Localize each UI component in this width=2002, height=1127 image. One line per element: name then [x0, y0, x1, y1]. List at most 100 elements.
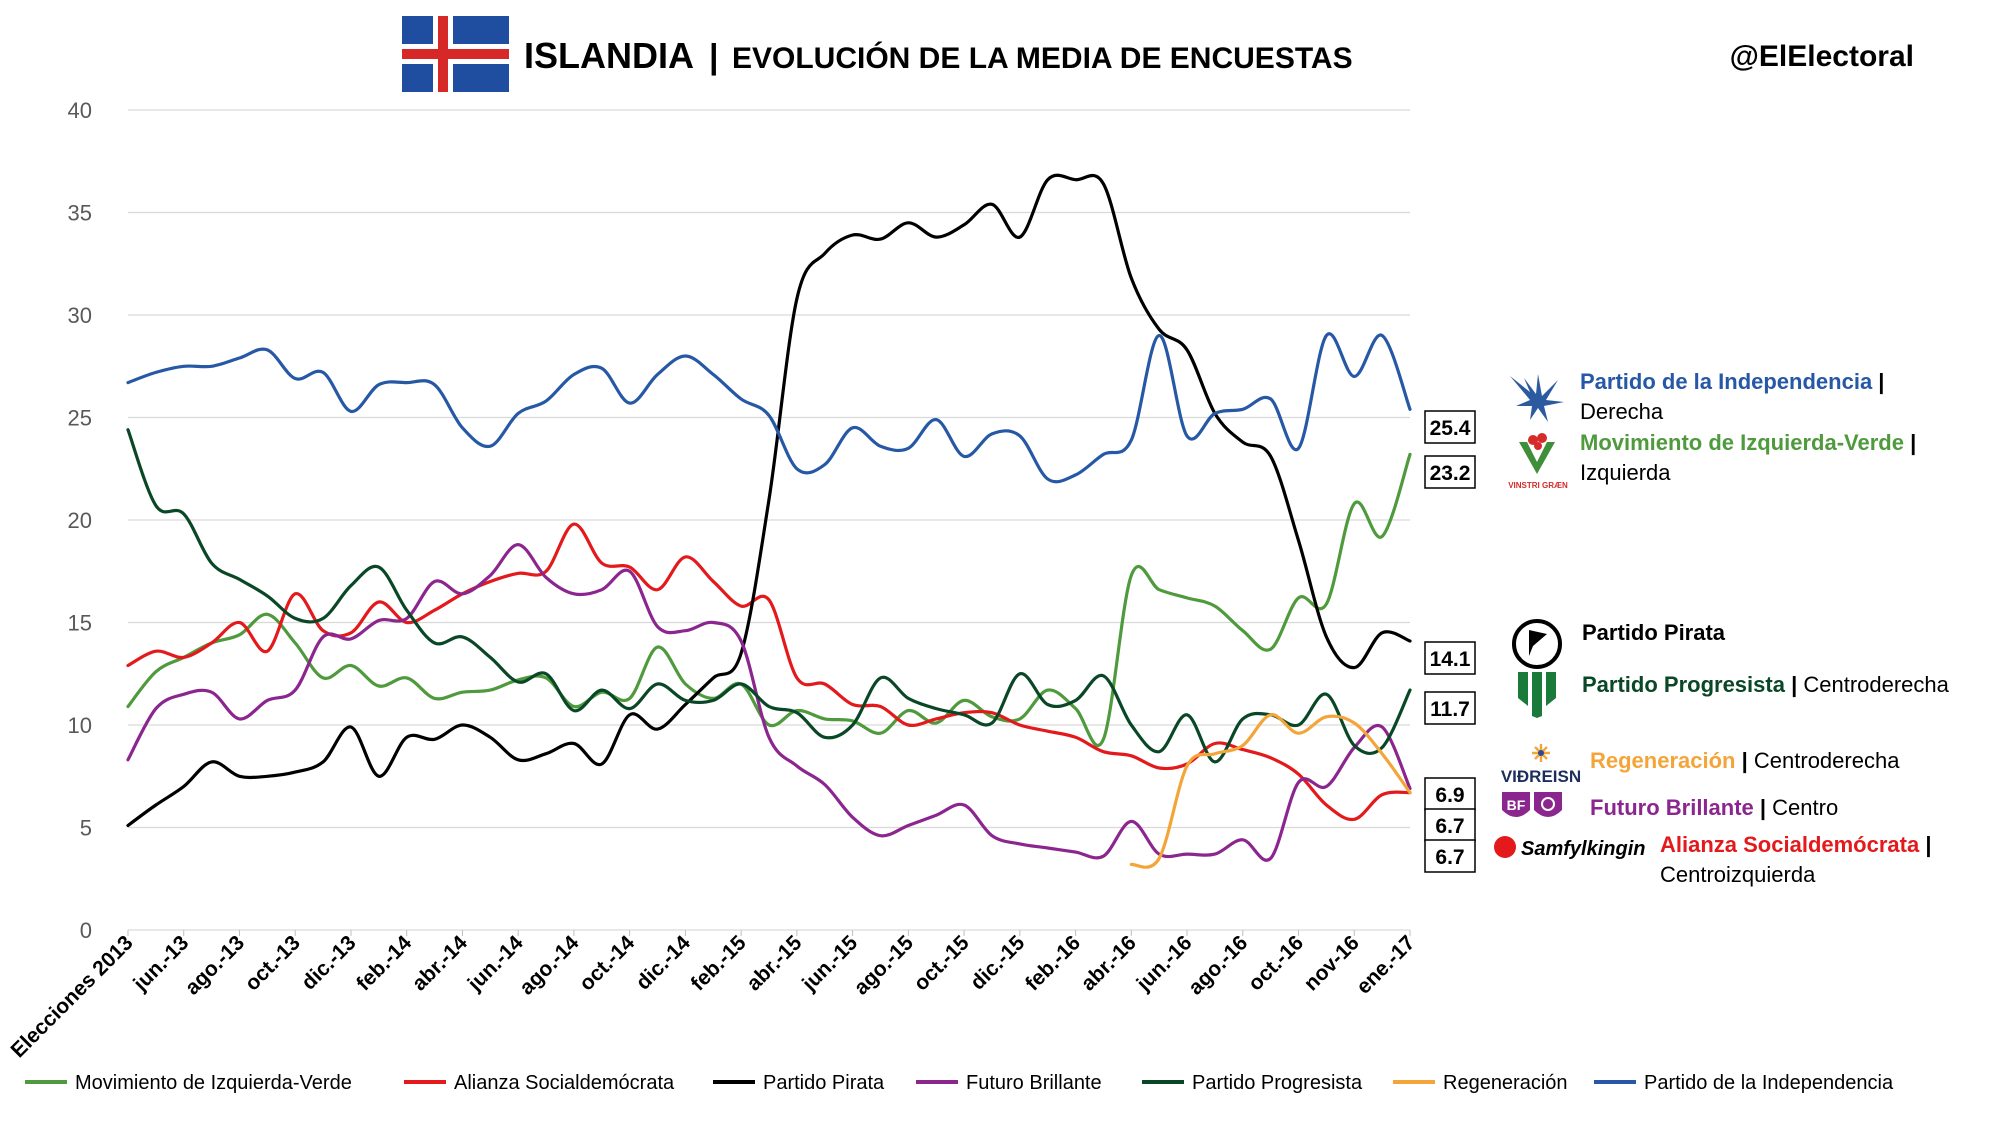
x-tick-label: ago.-15 [850, 931, 918, 999]
end-label-box [1424, 410, 1476, 444]
party-label: Movimiento de Izquierda-Verde | Izquierd… [1580, 428, 1940, 488]
title-rest: EVOLUCIÓN DE LA MEDIA DE ENCUESTAS [732, 41, 1353, 75]
end-label-box [1424, 455, 1476, 489]
party-name: Partido Progresista [1582, 672, 1785, 697]
y-axis: 0 5 10 15 20 25 30 35 40 [68, 98, 92, 943]
legend-label: Partido de la Independencia [1644, 1072, 1894, 1094]
x-tick-label: oct.-14 [575, 931, 639, 995]
x-tick-label: oct.-13 [241, 931, 305, 995]
party-separator: | [1753, 795, 1773, 820]
end-label-box [1424, 641, 1476, 675]
y-tick-label: 15 [68, 611, 92, 636]
x-tick-label: dic.-13 [297, 931, 360, 994]
series-line-0 [126, 452, 1412, 748]
end-label-box [1424, 839, 1476, 873]
end-label-value: 6.9 [1435, 784, 1464, 807]
falcon-icon [1508, 372, 1566, 429]
x-tick-label: oct.-15 [909, 931, 973, 995]
x-tick-label: ago.-16 [1184, 931, 1252, 999]
gridlines [128, 109, 1410, 931]
party-name: Partido Pirata [1582, 620, 1726, 645]
end-label-value: 6.7 [1435, 815, 1464, 838]
x-tick-label: feb.-15 [687, 931, 751, 995]
y-tick-label: 40 [68, 98, 92, 123]
x-tick-label: ene.-17 [1352, 931, 1419, 998]
series-line-4 [126, 428, 1412, 764]
bright-future-icon: BF [1500, 790, 1566, 829]
party-name: Alianza Socialdemócrata [1660, 832, 1920, 857]
y-tick-label: 5 [80, 816, 92, 841]
y-tick-label: 25 [68, 406, 92, 431]
y-tick-label: 0 [80, 918, 92, 943]
x-tick-label: feb.-16 [1021, 931, 1085, 995]
party-separator: | [1872, 369, 1885, 394]
svg-text:VIÐREISN: VIÐREISN [1501, 767, 1581, 786]
party-orientation: Derecha [1580, 399, 1664, 424]
legend-label: Movimiento de Izquierda-Verde [75, 1072, 352, 1094]
title-separator: | [709, 38, 719, 76]
party-name: Futuro Brillante [1590, 795, 1754, 820]
end-label-value: 6.7 [1435, 846, 1464, 869]
end-label-box [1424, 691, 1476, 725]
x-tick-label: ago.-14 [515, 931, 583, 999]
y-tick-label: 20 [68, 508, 92, 533]
samfylkingin-icon: Samfylkingin [1493, 833, 1653, 872]
end-label-value: 14.1 [1430, 648, 1471, 671]
y-tick-label: 10 [68, 713, 92, 738]
party-separator: | [1903, 430, 1917, 455]
party-orientation: Centro [1772, 795, 1839, 820]
series-line-6 [126, 332, 1412, 484]
party-orientation: Izquierda [1580, 460, 1671, 485]
x-tick-label: dic.-14 [632, 931, 696, 995]
x-axis: Elecciones 2013jun.-13ago.-13oct.-13dic.… [7, 930, 1420, 1062]
series-line-3 [126, 542, 1412, 862]
legend-label: Alianza Socialdemócrata [454, 1072, 675, 1094]
x-tick-label: abr.-16 [1077, 931, 1141, 995]
legend-label: Partido Pirata [763, 1072, 885, 1094]
x-tick-label: feb.-14 [352, 931, 416, 995]
party-name: Regeneración [1590, 748, 1736, 773]
y-tick-label: 30 [68, 303, 92, 328]
iceland-flag-icon [402, 16, 509, 92]
x-tick-label: Elecciones 2013 [7, 931, 138, 1062]
series-line-5 [1129, 713, 1412, 869]
party-name: Partido de la Independencia [1580, 369, 1873, 394]
end-labels: 25.4 23.2 14.1 11.7 6.9 6.7 6.7 [1424, 410, 1476, 873]
end-label-value: 25.4 [1430, 417, 1471, 440]
series-line-1 [126, 522, 1412, 822]
end-label-box [1424, 808, 1476, 842]
pirate-flag-icon [1511, 618, 1563, 675]
x-tick-label: abr.-15 [742, 931, 806, 995]
title-country: ISLANDIA [524, 35, 694, 76]
series-lines [126, 173, 1412, 869]
x-tick-label: abr.-14 [408, 931, 472, 995]
x-tick-label: dic.-15 [966, 931, 1030, 995]
series-line-2 [126, 173, 1412, 828]
end-label-value: 11.7 [1430, 698, 1470, 721]
y-tick-label: 35 [68, 201, 92, 226]
party-orientation: Centroderecha [1753, 748, 1900, 773]
vidreisn-icon: VIÐREISN [1496, 742, 1586, 793]
svg-text:Samfylkingin: Samfylkingin [1521, 838, 1645, 860]
party-label: Partido Progresista | Centroderecha [1582, 670, 2002, 700]
party-name: Movimiento de Izquierda-Verde [1580, 430, 1904, 455]
party-label: Regeneración | Centroderecha [1590, 746, 2002, 776]
vinstri-graen-icon: VINSTRI GRÆN [1505, 432, 1571, 497]
party-orientation: Centroderecha [1803, 672, 1949, 697]
party-label: Partido Pirata [1582, 618, 1982, 648]
legend-label: Regeneración [1443, 1072, 1568, 1094]
svg-text:BF: BF [1507, 797, 1526, 813]
x-tick-label: oct.-16 [1244, 931, 1308, 995]
progressive-party-icon [1516, 668, 1558, 725]
legend-label: Partido Progresista [1192, 1072, 1363, 1094]
end-label-value: 23.2 [1430, 462, 1471, 485]
party-label: Partido de la Independencia | Derecha [1580, 367, 1920, 427]
svg-text:VINSTRI GRÆN: VINSTRI GRÆN [1508, 481, 1568, 490]
party-label: Alianza Socialdemócrata | Centroizquierd… [1660, 830, 1960, 890]
party-separator: | [1735, 748, 1754, 773]
legend: Movimiento de Izquierda-Verde Alianza Soc… [25, 1072, 1894, 1094]
party-orientation: Centroizquierda [1660, 862, 1816, 887]
party-label: Futuro Brillante | Centro [1590, 793, 2002, 823]
party-separator: | [1784, 672, 1804, 697]
